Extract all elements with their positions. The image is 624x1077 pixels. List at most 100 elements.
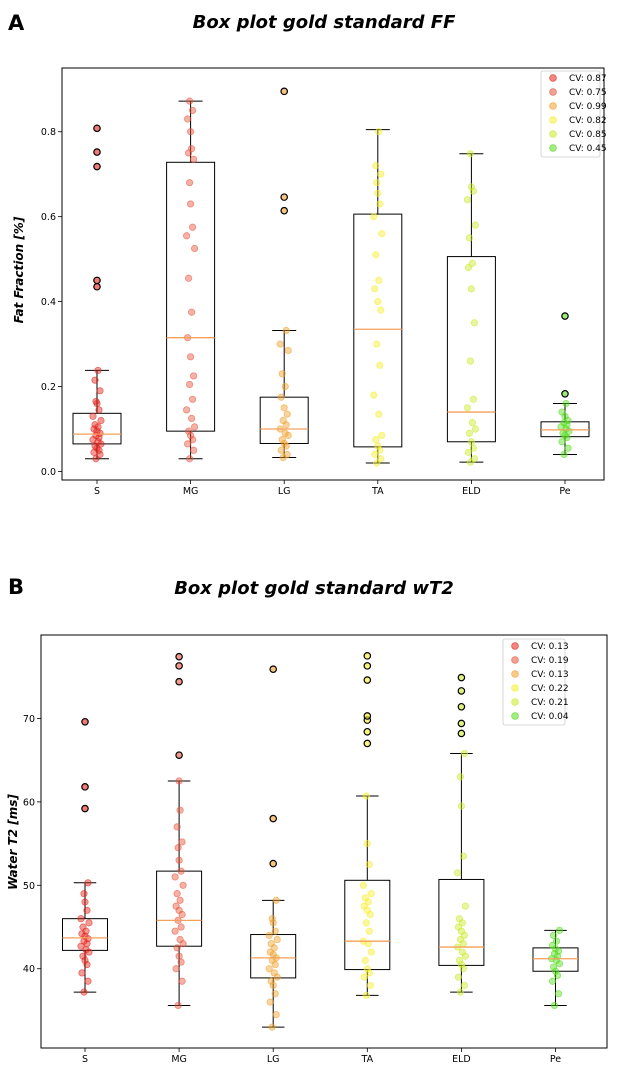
panel-a-data-point-s <box>91 376 99 384</box>
panel-b-data-point-ta <box>362 919 370 927</box>
panel-b-xtick-label-ta: TA <box>361 1054 374 1065</box>
panel-a-data-point-ta <box>370 391 378 399</box>
panel-b-data-point-ta <box>365 969 373 977</box>
panel-a-legend-label-1: CV: 0.75 <box>569 88 607 98</box>
panel-a-data-point-mg <box>190 446 198 454</box>
panel-b-data-point-ta <box>367 948 375 956</box>
panel-b-data-point-lg <box>269 919 277 927</box>
panel-a-data-point-ta <box>374 189 382 197</box>
panel-b-outlier-mg <box>175 662 183 670</box>
panel-a-legend-label-0: CV: 0.87 <box>569 74 607 84</box>
panel-a-data-point-mg <box>184 440 192 448</box>
panel-b-legend-label-2: CV: 0.13 <box>531 670 569 680</box>
panel-b-outlier-eld <box>457 687 466 695</box>
panel-a-data-point-mg <box>187 200 195 208</box>
panel-b-outlier-eld <box>457 729 466 738</box>
panel-a-data-point-lg <box>282 326 290 335</box>
panel-a-outlier-lg <box>280 206 289 215</box>
panel-b-data-point-ta <box>359 881 367 889</box>
panel-a-data-point-lg <box>283 450 291 459</box>
panel-a-plot-area: 0.0 0.2 0.4 0.6 0.8 S MG LG TA ELD Pe <box>41 87 590 497</box>
panel-a-xtick-label-mg: MG <box>183 486 199 497</box>
panel-a-ytick-label: 0.2 <box>41 382 56 393</box>
panel-a-data-point-ta <box>371 285 379 293</box>
panel-a-data-point-ta <box>372 251 380 259</box>
panel-b-xtick-label-pe: Pe <box>550 1054 561 1065</box>
panel-a-outlier-s <box>93 276 101 285</box>
panel-b-data-point-lg <box>272 1011 280 1019</box>
panel-b-outlier-lg <box>269 814 278 823</box>
panel-b-data-point-lg <box>271 927 279 935</box>
panel-b-data-point-pe <box>552 937 561 945</box>
panel-b-outlier-s <box>81 783 89 791</box>
panel-a-data-point-pe <box>560 450 568 459</box>
panel-b-data-point-ta <box>362 792 370 800</box>
panel-b-data-point-s <box>78 969 86 977</box>
panel-a-data-point-ta <box>378 230 386 238</box>
panel-b-data-point-mg <box>175 777 183 785</box>
panel-a-data-point-eld <box>465 234 473 242</box>
panel-a-legend-marker-0 <box>549 74 557 82</box>
panel-b-data-point-lg <box>268 956 276 964</box>
panel-a-outlier-s <box>93 162 101 171</box>
panel-a-legend-marker-1 <box>549 88 557 96</box>
panel-b-data-point-mg <box>175 856 183 864</box>
panel-a-data-point-pe <box>558 408 566 416</box>
panel-b-legend-marker-3 <box>511 684 519 692</box>
panel-a-box-s <box>72 412 122 445</box>
panel-a-data-point-lg <box>281 382 289 391</box>
panel-a-data-point-mg <box>190 155 198 163</box>
panel-b-legend-marker-4 <box>511 698 519 706</box>
panel-b-outlier-s <box>81 804 89 813</box>
panel-a-data-point-ta <box>376 361 384 369</box>
panel-a-data-point-lg <box>280 439 288 448</box>
panel-b-data-point-eld <box>456 988 464 996</box>
panel-b-letter: B <box>8 575 24 599</box>
panel-b-data-point-mg <box>172 902 180 910</box>
panel-a-legend-label-3: CV: 0.82 <box>569 116 607 126</box>
panel-a-data-point-lg <box>283 410 291 418</box>
panel-a-legend: CV: 0.87 CV: 0.75 CV: 0.99 CV: 0.82 CV: … <box>540 70 607 158</box>
panel-b-ylabel: Water T2 [ms] <box>6 794 20 890</box>
panel-a-data-point-s <box>90 425 98 433</box>
panel-a-data-point-lg <box>277 446 285 454</box>
panel-b-data-point-eld <box>457 960 465 969</box>
panel-a-data-point-lg <box>278 436 286 444</box>
panel-b-data-point-mg <box>172 965 180 973</box>
panel-a-data-point-mg <box>188 414 196 423</box>
panel-b-data-point-pe <box>549 931 558 939</box>
panel-b-outlier-ta <box>363 739 372 748</box>
panel-a-data-point-ta <box>372 436 380 444</box>
panel-b-box-eld <box>438 878 485 966</box>
panel-b-data-point-mg <box>177 923 185 931</box>
panel-b-data-point-ta <box>365 927 373 935</box>
panel-a-data-point-ta <box>371 450 379 459</box>
panel-a-data-point-mg <box>187 353 195 361</box>
panel-a-legend-label-2: CV: 0.99 <box>569 102 607 112</box>
panel-a-data-point-lg <box>281 429 289 437</box>
panel-b-data-point-s <box>80 890 88 898</box>
panel-b-data-point-mg <box>171 927 179 935</box>
panel-b-ytick-label: 40 <box>23 964 35 975</box>
panel-a-legend-marker-3 <box>549 116 557 124</box>
panel-a-data-point-mg <box>184 115 192 123</box>
panel-b-box-s <box>62 918 108 951</box>
panel-a-data-point-lg <box>279 416 287 425</box>
panel-a-legend-marker-5 <box>549 144 557 152</box>
panel-a-xtick-label-pe: Pe <box>559 486 570 497</box>
panel-b-data-point-eld <box>455 956 463 964</box>
panel-b-ytick-label: 70 <box>23 714 35 725</box>
panel-b-data-point-eld <box>456 773 464 781</box>
panel-b-data-point-mg <box>174 1001 182 1010</box>
panel-b-outlier-ta <box>363 652 372 660</box>
panel-b-data-point-lg <box>268 915 276 923</box>
panel-a-outlier-s <box>93 124 101 133</box>
panel-a-xtick-label-lg: LG <box>278 486 291 497</box>
panel-a-data-point-mg <box>189 106 197 115</box>
panel-a-legend-label-4: CV: 0.85 <box>569 130 607 140</box>
panel-b-data-point-s <box>84 879 92 887</box>
panel-a-data-point-ta <box>377 306 385 314</box>
panel-b-data-point-eld <box>460 981 468 990</box>
panel-a-data-point-lg <box>276 340 284 348</box>
